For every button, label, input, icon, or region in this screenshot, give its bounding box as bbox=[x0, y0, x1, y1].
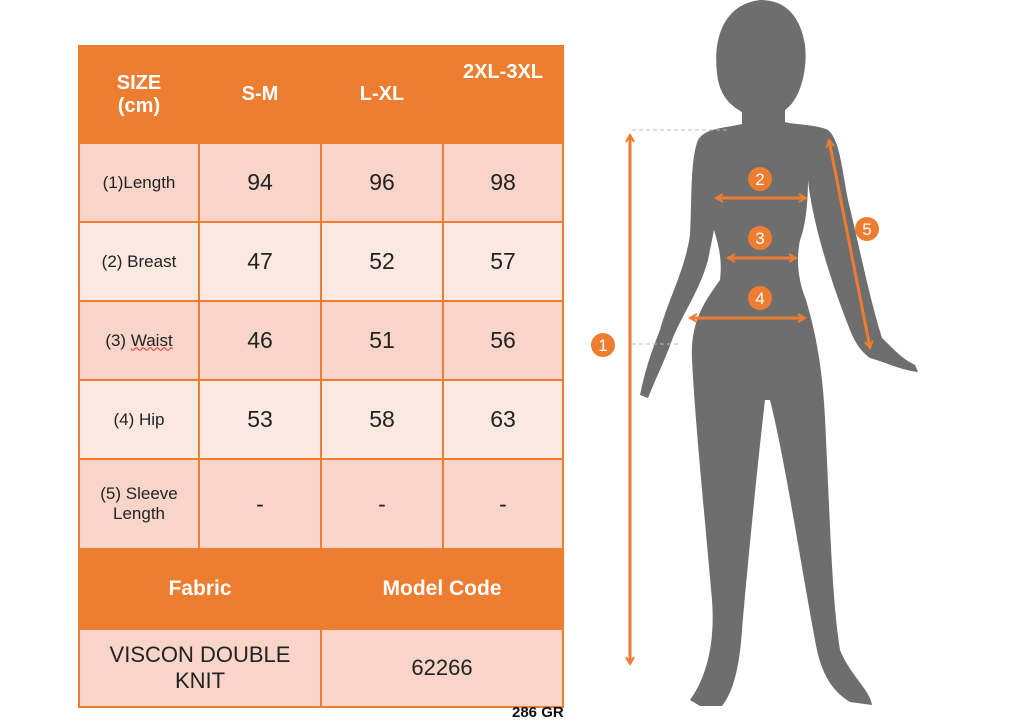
cell: 58 bbox=[320, 379, 444, 460]
row-label: (4) Hip bbox=[78, 379, 200, 460]
table-row: (4) Hip 53 58 63 bbox=[78, 379, 564, 460]
measurement-guides bbox=[632, 129, 727, 345]
table-row: (2) Breast 47 52 57 bbox=[78, 221, 564, 302]
marker-1-label: 1 bbox=[598, 336, 607, 355]
marker-4 bbox=[748, 286, 772, 310]
col-s-m: S-M bbox=[198, 45, 322, 144]
cell: 47 bbox=[198, 221, 322, 302]
silhouette bbox=[640, 0, 918, 706]
cell: - bbox=[442, 458, 564, 550]
row-label: (2) Breast bbox=[78, 221, 200, 302]
size-chart-table: SIZE (cm) S-M L-XL 2XL-3XL (1)Length 94 9… bbox=[78, 45, 564, 708]
cell: 63 bbox=[442, 379, 564, 460]
marker-1 bbox=[591, 333, 615, 357]
fabric-header-row: Fabric Model Code bbox=[78, 548, 564, 630]
cell: 96 bbox=[320, 142, 444, 223]
table-row: (5) Sleeve Length - - - bbox=[78, 458, 564, 550]
cell: 57 bbox=[442, 221, 564, 302]
marker-4-label: 4 bbox=[755, 289, 764, 308]
marker-3 bbox=[748, 226, 772, 250]
row-label: (3) Waist bbox=[78, 300, 200, 381]
cell: 98 bbox=[442, 142, 564, 223]
cell: 56 bbox=[442, 300, 564, 381]
row-label: (5) Sleeve Length bbox=[78, 458, 200, 550]
row-label: (1)Length bbox=[78, 142, 200, 223]
fabric-header: Fabric bbox=[78, 548, 322, 630]
col-l-xl: L-XL bbox=[320, 45, 444, 144]
marker-2 bbox=[748, 167, 772, 191]
cell: 94 bbox=[198, 142, 322, 223]
weight-label: 286 GR bbox=[512, 704, 564, 721]
cell: 52 bbox=[320, 221, 444, 302]
marker-5 bbox=[855, 217, 879, 241]
marker-3-label: 3 bbox=[755, 229, 764, 248]
marker-5-label: 5 bbox=[862, 220, 871, 239]
model-code-value: 62266 bbox=[320, 628, 564, 708]
cell: - bbox=[320, 458, 444, 550]
table-row: (1)Length 94 96 98 bbox=[78, 142, 564, 223]
model-code-header: Model Code bbox=[320, 548, 564, 630]
fabric-data-row: VISCON DOUBLE KNIT 62266 bbox=[78, 628, 564, 708]
sleeve-arrow bbox=[829, 140, 870, 348]
col-2xl-3xl: 2XL-3XL bbox=[442, 45, 564, 144]
cell: 51 bbox=[320, 300, 444, 381]
cell: 53 bbox=[198, 379, 322, 460]
cell: - bbox=[198, 458, 322, 550]
size-header: SIZE (cm) bbox=[78, 45, 200, 144]
cell: 46 bbox=[198, 300, 322, 381]
table-row: (3) Waist 46 51 56 bbox=[78, 300, 564, 381]
marker-2-label: 2 bbox=[755, 170, 764, 189]
fabric-value: VISCON DOUBLE KNIT bbox=[78, 628, 322, 708]
header-row: SIZE (cm) S-M L-XL 2XL-3XL bbox=[78, 45, 564, 144]
